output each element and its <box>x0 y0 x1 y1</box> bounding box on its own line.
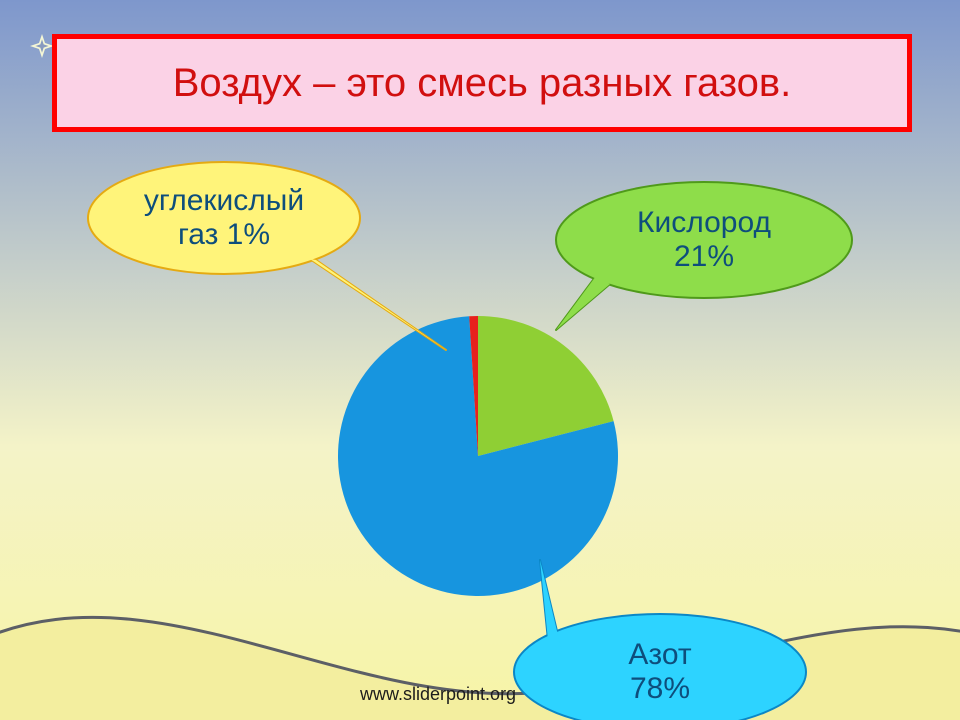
callout-nitrogen-label: Азот 78% <box>514 638 806 707</box>
callout-co2-line2: газ 1% <box>88 218 360 253</box>
callout-co2-line1: углекислый <box>88 184 360 219</box>
callout-oxygen-line1: Кислород <box>556 206 852 241</box>
footer-url: www.sliderpoint.org <box>360 684 516 705</box>
callout-nitrogen-line1: Азот <box>514 638 806 673</box>
slide-stage: Воздух – это смесь разных газов. углекис… <box>0 0 960 720</box>
pie-chart <box>0 0 960 720</box>
callout-nitrogen-line2: 78% <box>514 672 806 707</box>
callout-oxygen-line2: 21% <box>556 240 852 275</box>
callout-oxygen-label: Кислород 21% <box>556 206 852 275</box>
callout-co2-label: углекислый газ 1% <box>88 184 360 253</box>
